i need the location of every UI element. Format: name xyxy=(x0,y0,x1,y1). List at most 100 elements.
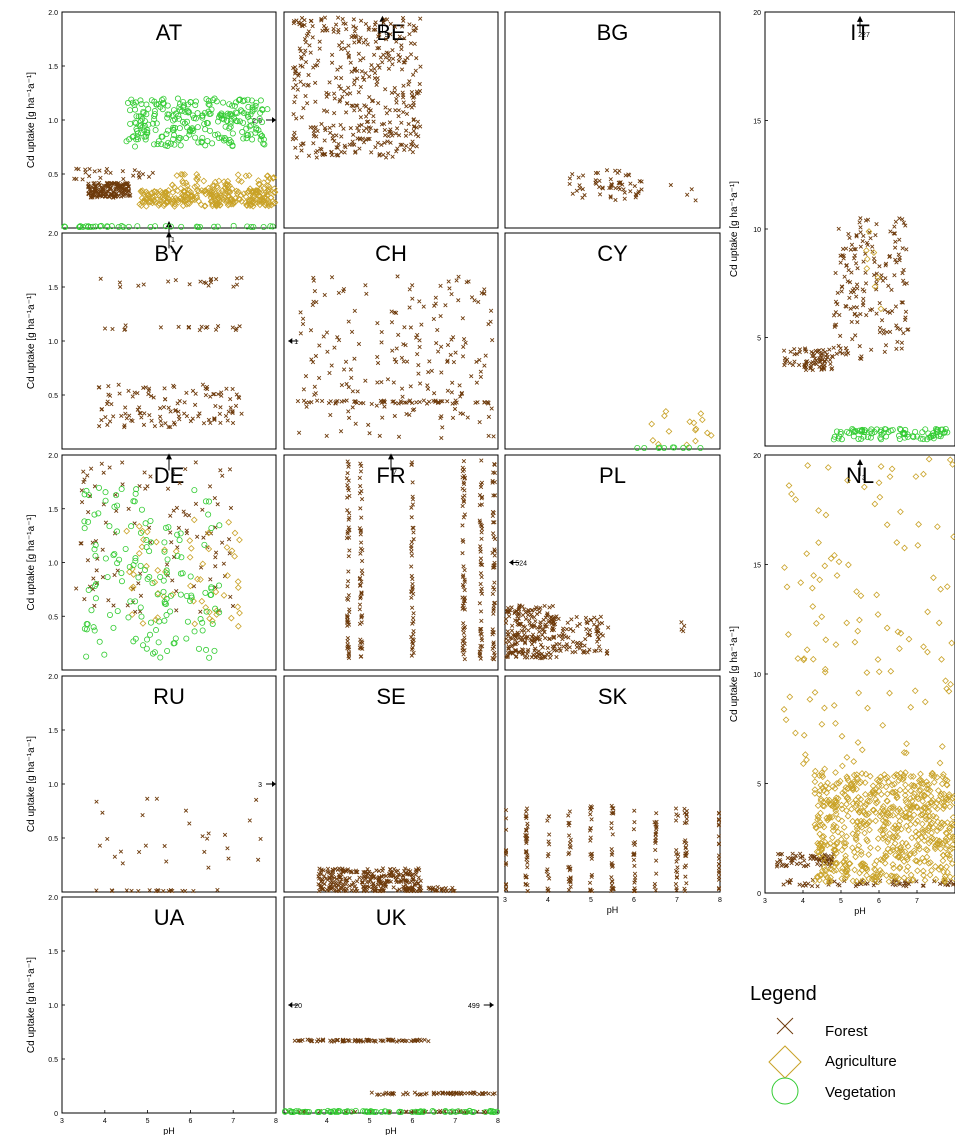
forest-point xyxy=(416,134,421,139)
vegetation-point xyxy=(153,101,160,108)
vegetation-point xyxy=(344,1108,351,1115)
forest-point xyxy=(80,177,85,182)
vegetation-point xyxy=(137,562,144,569)
vegetation-point xyxy=(461,1109,468,1116)
agriculture-point xyxy=(853,771,861,778)
forest-point xyxy=(840,284,845,290)
forest-point xyxy=(814,856,819,862)
forest-point xyxy=(778,859,783,864)
forest-point xyxy=(86,192,91,197)
forest-point xyxy=(197,327,202,333)
forest-point xyxy=(407,412,412,418)
agriculture-point xyxy=(928,834,935,841)
forest-point xyxy=(547,605,552,610)
forest-point xyxy=(897,237,902,242)
forest-point xyxy=(372,52,377,57)
agriculture-point xyxy=(874,798,881,806)
forest-point xyxy=(81,469,86,474)
agriculture-point xyxy=(831,804,838,812)
forest-point xyxy=(490,531,496,536)
forest-point xyxy=(292,1038,297,1043)
forest-point xyxy=(358,115,363,120)
forest-point xyxy=(879,318,885,323)
forest-point xyxy=(116,382,121,387)
agriculture-point xyxy=(781,564,788,571)
agriculture-point xyxy=(934,787,942,794)
forest-point xyxy=(311,275,316,280)
forest-point xyxy=(377,433,382,438)
forest-point xyxy=(611,811,616,816)
agriculture-point xyxy=(890,803,897,811)
forest-point xyxy=(357,602,363,607)
series-agriculture xyxy=(780,455,955,886)
agriculture-point xyxy=(860,808,868,816)
vegetation-point xyxy=(205,97,212,104)
forest-point xyxy=(897,216,902,221)
forest-point xyxy=(361,884,367,889)
forest-point xyxy=(477,649,482,654)
forest-point xyxy=(526,608,531,613)
vegetation-point xyxy=(101,651,108,658)
forest-point xyxy=(404,1038,409,1043)
forest-point xyxy=(478,549,483,554)
forest-point xyxy=(132,390,137,395)
forest-point xyxy=(381,20,386,25)
forest-point xyxy=(838,333,843,339)
forest-point xyxy=(308,50,313,55)
forest-point xyxy=(781,348,787,353)
y-tick-label: 0 xyxy=(54,1111,58,1118)
forest-point xyxy=(565,620,570,625)
forest-point xyxy=(834,351,839,356)
forest-point xyxy=(552,644,557,649)
y-tick-label: 0.5 xyxy=(48,614,58,621)
panel-frame xyxy=(283,232,499,450)
series-forest xyxy=(96,275,244,430)
vegetation-point xyxy=(231,103,238,110)
forest-point xyxy=(582,643,587,648)
agriculture-point xyxy=(857,795,865,803)
forest-point xyxy=(337,43,342,48)
forest-point xyxy=(398,879,404,884)
forest-point xyxy=(106,598,111,603)
forest-point xyxy=(401,83,406,88)
agriculture-point xyxy=(163,188,170,196)
vegetation-point xyxy=(174,95,181,102)
forest-point xyxy=(530,607,535,613)
vegetation-point xyxy=(134,127,141,134)
forest-point xyxy=(347,515,352,520)
forest-point xyxy=(510,633,516,638)
vegetation-point xyxy=(194,110,201,117)
forest-point xyxy=(858,225,863,230)
forest-point xyxy=(207,484,213,489)
agriculture-point xyxy=(815,539,822,547)
agriculture-point xyxy=(240,190,248,198)
agriculture-point xyxy=(135,522,143,530)
forest-point xyxy=(577,646,583,651)
forest-point xyxy=(419,888,424,893)
forest-point xyxy=(478,369,483,374)
forest-point xyxy=(334,876,339,882)
agriculture-point xyxy=(925,839,933,847)
agriculture-point xyxy=(925,803,933,811)
forest-point xyxy=(324,433,329,438)
forest-point xyxy=(783,359,789,364)
forest-point xyxy=(543,636,548,641)
forest-point xyxy=(322,873,327,879)
vegetation-point xyxy=(161,539,168,546)
agriculture-point xyxy=(215,177,223,185)
forest-point xyxy=(598,648,603,653)
forest-point xyxy=(552,634,557,639)
agriculture-point xyxy=(231,552,238,560)
agriculture-point xyxy=(906,851,914,859)
agriculture-point xyxy=(193,171,201,178)
vegetation-point xyxy=(202,126,209,133)
vegetation-point xyxy=(240,119,247,126)
vegetation-point xyxy=(201,109,208,116)
vegetation-point xyxy=(198,139,205,146)
forest-point xyxy=(397,34,402,39)
forest-point xyxy=(351,24,356,29)
forest-point xyxy=(82,477,87,482)
forest-point xyxy=(335,67,340,72)
